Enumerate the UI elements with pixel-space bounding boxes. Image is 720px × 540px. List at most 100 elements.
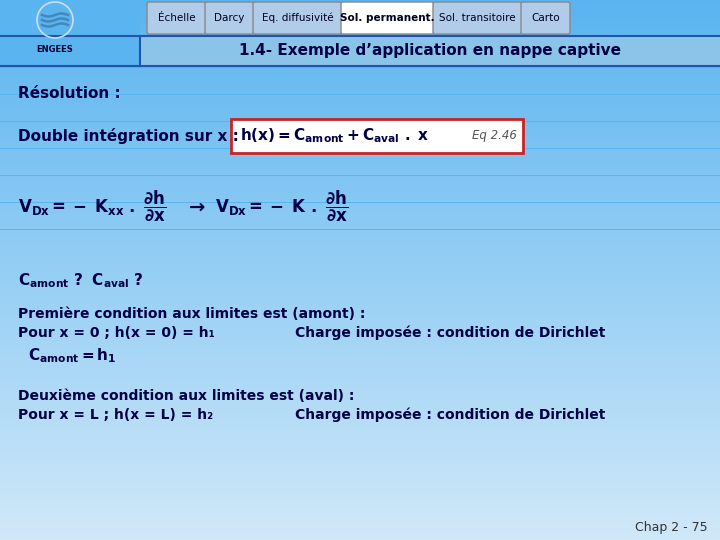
Bar (0, 139, 720, 140)
Bar (0, 395, 720, 397)
Bar (0, 113, 720, 115)
Bar (0, 224, 720, 226)
Bar (0, 340, 720, 342)
Bar (0, 86, 720, 87)
Bar (0, 82, 720, 84)
Bar (0, 262, 720, 263)
Bar (0, 362, 720, 363)
Text: Résolution :: Résolution : (18, 86, 121, 102)
Bar (0, 530, 720, 532)
Bar (0, 482, 720, 483)
Bar (0, 66, 720, 68)
Bar (0, 230, 720, 231)
Bar (0, 297, 720, 298)
Text: Darcy: Darcy (215, 13, 245, 23)
Bar (0, 367, 720, 368)
Bar (0, 477, 720, 478)
Bar (0, 489, 720, 490)
Bar (0, 165, 720, 166)
Bar (0, 472, 720, 474)
Bar (0, 243, 720, 244)
Bar (0, 71, 720, 73)
Bar (0, 186, 720, 187)
Bar (0, 415, 720, 416)
Text: Double intégration sur x :: Double intégration sur x : (18, 128, 239, 144)
Bar (0, 74, 720, 76)
Text: $\mathbf{C_{amont}}$$\mathbf{\ ?\ \ C_{aval}\ ?}$: $\mathbf{C_{amont}}$$\mathbf{\ ?\ \ C_{a… (18, 272, 143, 291)
Bar (0, 306, 720, 308)
Bar (0, 275, 720, 276)
Bar (0, 166, 720, 167)
Bar (0, 57, 720, 58)
Bar (0, 513, 720, 514)
Bar (0, 144, 720, 146)
Bar (0, 436, 720, 437)
Bar (0, 303, 720, 305)
Bar (0, 433, 720, 435)
Bar (0, 256, 720, 258)
Bar (0, 359, 720, 361)
Bar (0, 488, 720, 489)
Bar (0, 356, 720, 357)
Text: Charge imposée : condition de Dirichlet: Charge imposée : condition de Dirichlet (295, 408, 606, 422)
Bar (0, 25, 720, 27)
Bar (0, 389, 720, 390)
Bar (0, 409, 720, 410)
Bar (0, 508, 720, 509)
Bar (0, 298, 720, 300)
Bar (0, 305, 720, 306)
Bar (0, 294, 720, 295)
Bar (0, 183, 720, 184)
Bar (0, 399, 720, 400)
Bar (0, 81, 720, 82)
Bar (0, 201, 720, 202)
Bar (0, 216, 720, 217)
Bar (0, 170, 720, 172)
Bar (0, 159, 720, 160)
Text: Chap 2 - 75: Chap 2 - 75 (635, 522, 708, 535)
Bar (0, 124, 720, 125)
Bar (0, 496, 720, 497)
Bar (0, 217, 720, 219)
Text: Charge imposée : condition de Dirichlet: Charge imposée : condition de Dirichlet (295, 326, 606, 340)
Text: $\mathbf{\rightarrow}$: $\mathbf{\rightarrow}$ (185, 197, 206, 215)
Bar (0, 467, 720, 468)
Bar (0, 400, 720, 401)
Bar (0, 30, 720, 31)
Bar (0, 373, 720, 374)
Text: Pour x = L ; h(x = L) = h₂: Pour x = L ; h(x = L) = h₂ (18, 408, 213, 422)
Bar (0, 267, 720, 268)
Bar (0, 163, 720, 165)
Bar (0, 402, 720, 403)
Bar (0, 16, 720, 18)
Bar (0, 135, 720, 137)
Bar (0, 519, 720, 521)
Bar (0, 214, 720, 216)
Bar (0, 281, 720, 282)
Bar (0, 157, 720, 158)
Bar (0, 372, 720, 373)
Bar (0, 438, 720, 440)
Bar (0, 375, 720, 377)
Bar (0, 455, 720, 456)
Bar (0, 381, 720, 382)
Bar (0, 291, 720, 292)
Bar (0, 2, 720, 3)
Bar (0, 65, 720, 66)
Bar (0, 11, 720, 12)
Bar (0, 258, 720, 259)
Bar (0, 128, 720, 130)
Bar (0, 286, 720, 287)
Bar (0, 446, 720, 447)
Bar (0, 313, 720, 314)
Bar (0, 173, 720, 174)
Bar (0, 457, 720, 459)
Bar (0, 273, 720, 274)
Bar (0, 133, 720, 135)
Bar (0, 463, 720, 464)
Text: Carto: Carto (531, 13, 560, 23)
Bar (0, 138, 720, 139)
Bar (0, 122, 720, 123)
Bar (0, 42, 720, 43)
Bar (0, 405, 720, 407)
